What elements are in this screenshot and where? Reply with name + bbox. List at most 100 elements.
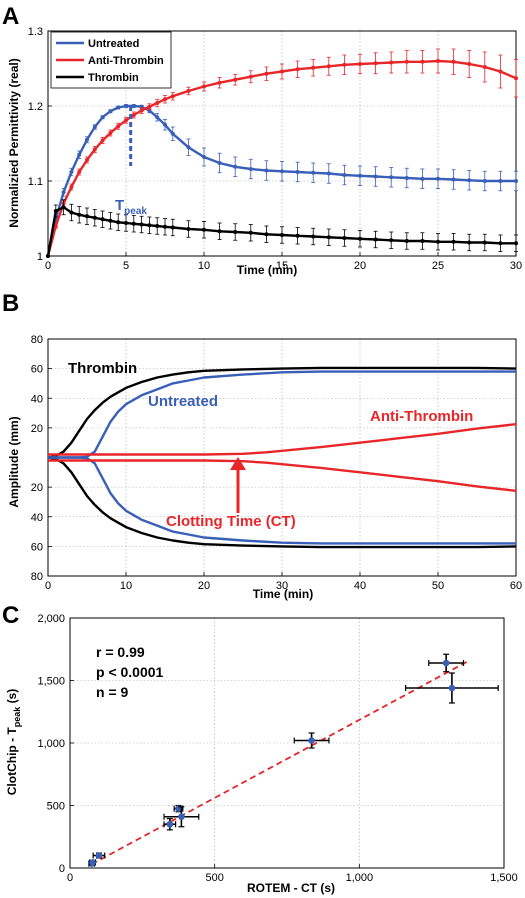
stat-n: n = 9 [96, 684, 129, 700]
data-point-anti-thrombin [498, 69, 503, 74]
panel-a-x-axis-label: Time (min) [237, 263, 297, 277]
data-point-anti-thrombin [139, 108, 144, 113]
data-point-thrombin [514, 241, 518, 246]
data-point-anti-thrombin [404, 59, 409, 64]
trace-anti-thrombin-upper [48, 423, 517, 456]
data-point-untreated [124, 104, 128, 108]
data-point-untreated [163, 122, 167, 127]
clotting-time-label: Clotting Time (CT) [166, 513, 296, 530]
data-point-anti-thrombin [295, 67, 300, 72]
data-point-anti-thrombin [389, 60, 394, 65]
trace-thrombin-upper [47, 366, 517, 459]
trace-anti-thrombin-lower [48, 459, 517, 492]
data-point-thrombin [147, 223, 152, 228]
data-point-anti-thrombin [233, 77, 238, 82]
data-point-anti-thrombin [186, 89, 191, 93]
data-point-untreated [233, 164, 238, 169]
anti-thrombin-curve-label: Anti-Thrombin [370, 408, 473, 425]
data-point-thrombin [295, 233, 300, 238]
data-point-thrombin [53, 209, 58, 213]
data-point-thrombin [170, 225, 175, 230]
scatter-point [442, 659, 450, 667]
x-tick-label: 0 [45, 580, 51, 592]
plot-frame [47, 30, 517, 257]
data-point-anti-thrombin [170, 94, 175, 99]
x-tick-label: 25 [432, 260, 444, 272]
data-point-anti-thrombin [373, 61, 378, 66]
data-point-untreated [116, 105, 121, 110]
y-tick-label: 500 [47, 801, 65, 813]
data-point-thrombin [85, 214, 89, 219]
data-point-thrombin [373, 237, 378, 242]
y-tick-label: 60 [31, 364, 43, 376]
data-point-anti-thrombin [147, 104, 152, 109]
panel-b-plot: 0 10 20 30 40 50 60 80 60 40 20 20 40 60 80 [31, 334, 522, 592]
legend-label-anti-thrombin: Anti-Thrombin [88, 55, 164, 67]
arrow-head [230, 457, 246, 470]
data-point-untreated [280, 169, 284, 174]
y-tick-label: 80 [31, 334, 43, 346]
x-tick-label: 1,500 [490, 872, 518, 884]
data-point-untreated [92, 125, 97, 129]
panel-c-x-axis-label: ROTEM - CT (s) [247, 881, 335, 895]
y-tick-label: 0 [59, 863, 65, 875]
data-point-untreated [155, 115, 160, 120]
data-point-anti-thrombin [85, 158, 89, 162]
panel-a-y-axis-label: Normalizied Permittivity (real) [7, 58, 21, 227]
data-point-anti-thrombin [202, 84, 206, 89]
y-tick-label: 1.2 [28, 101, 43, 113]
panel-c-label: C [2, 602, 19, 629]
scatter-point [89, 859, 96, 866]
data-point-untreated [358, 173, 362, 178]
panel-a-label: A [2, 3, 19, 30]
data-point-anti-thrombin [514, 76, 518, 81]
data-point-anti-thrombin [482, 65, 487, 69]
data-point-anti-thrombin [436, 59, 440, 63]
data-point-anti-thrombin [342, 62, 347, 67]
data-point-thrombin [451, 239, 456, 244]
x-tick-label: 60 [510, 580, 522, 592]
y-tick-label: 1 [37, 251, 43, 263]
data-point-thrombin [233, 230, 238, 234]
legend-label-thrombin: Thrombin [88, 72, 139, 84]
data-point-thrombin [358, 236, 362, 241]
data-point-anti-thrombin [124, 118, 128, 123]
data-point-anti-thrombin [155, 101, 160, 105]
y-tick-label: 80 [31, 571, 43, 583]
x-tick-label: 30 [510, 260, 522, 272]
panel-a-plot: 0 5 10 15 20 25 30 1 1.1 1.2 1.3 [28, 26, 522, 272]
data-point-untreated [264, 168, 269, 173]
y-tick-label: 20 [31, 482, 43, 494]
data-point-thrombin [163, 224, 167, 229]
legend-box [50, 31, 172, 89]
data-point-untreated [69, 170, 74, 174]
data-point-thrombin [217, 229, 222, 234]
data-point-anti-thrombin [217, 80, 222, 85]
data-point-anti-thrombin [69, 185, 74, 189]
data-point-untreated [248, 167, 253, 171]
tpeak-label: Tpeak [115, 197, 147, 217]
data-point-untreated [498, 179, 503, 183]
x-tick-label: 0 [45, 260, 51, 272]
data-point-untreated [61, 190, 66, 195]
data-point-thrombin [248, 230, 253, 235]
data-point-thrombin [46, 254, 50, 258]
data-point-untreated [436, 176, 440, 181]
data-point-anti-thrombin [53, 224, 58, 228]
data-point-untreated [100, 115, 105, 120]
panel-b-label: B [2, 290, 19, 317]
data-point-anti-thrombin [311, 65, 316, 70]
legend-label-untreated: Untreated [88, 38, 139, 50]
x-tick-label: 20 [354, 260, 366, 272]
tpeak-label-main: T [115, 197, 124, 214]
scatter-point [178, 813, 185, 821]
y-tick-label: 60 [31, 541, 43, 553]
panel-b-y-axis-label: Amplitude (mm) [7, 416, 21, 507]
data-point-thrombin [116, 220, 121, 225]
data-point-thrombin [186, 227, 191, 231]
x-tick-label: 20 [198, 580, 210, 592]
data-point-anti-thrombin [264, 71, 269, 76]
data-point-thrombin [482, 240, 487, 245]
panel-c-y-axis-label-suffix: (s) [5, 689, 19, 707]
data-point-untreated [108, 109, 113, 114]
